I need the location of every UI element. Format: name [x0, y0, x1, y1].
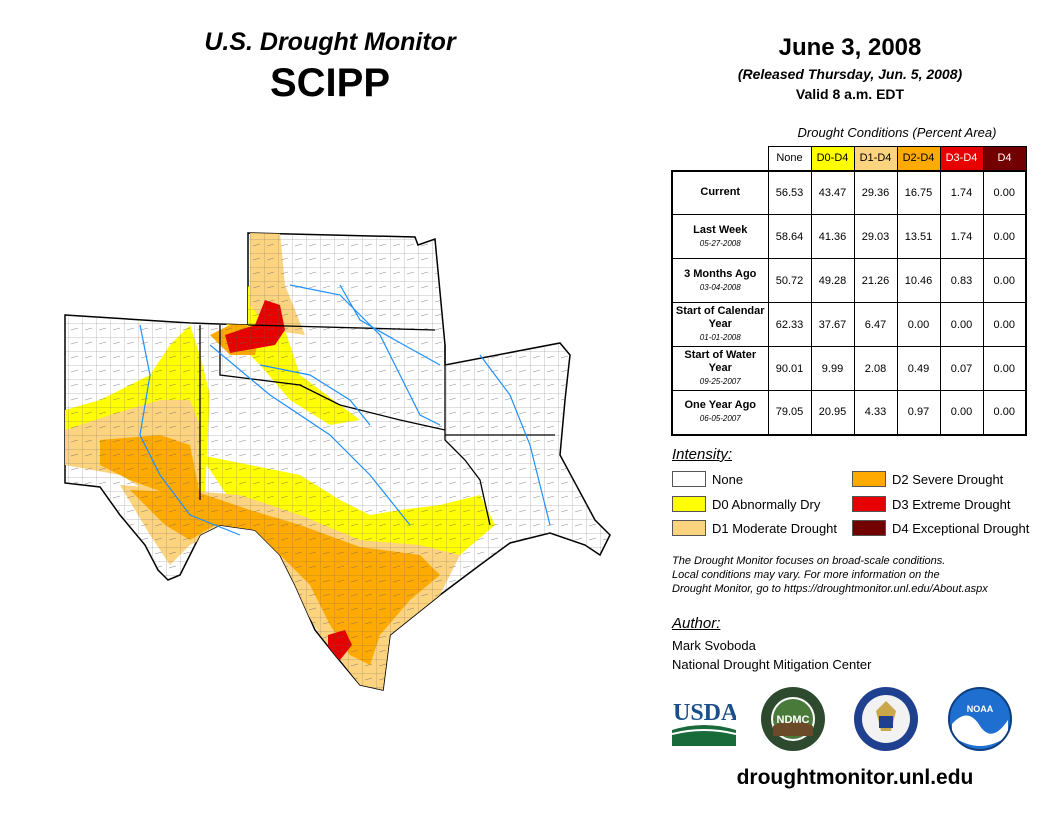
table-cell: 49.28 — [810, 258, 855, 303]
table-cell: 0.00 — [982, 346, 1027, 391]
rivers — [139, 284, 551, 536]
ark-la-border — [444, 345, 491, 526]
col-none: None — [767, 146, 812, 171]
table-cell: 0.07 — [939, 346, 984, 391]
legend-item-none: None — [672, 471, 743, 487]
table-cell: 1.74 — [939, 170, 984, 215]
legend-swatch — [852, 496, 886, 512]
author-name: Mark Svoboda — [672, 638, 756, 653]
table-cell: 13.51 — [896, 214, 941, 259]
footer-url[interactable]: droughtmonitor.unl.edu — [736, 766, 974, 789]
table-cell: 0.00 — [982, 170, 1027, 215]
author-title: Author: — [672, 615, 721, 632]
table-cell: 6.47 — [853, 302, 898, 347]
table-row: Last Week 05-27-2008 58.64 41.36 29.03 13… — [671, 214, 1027, 259]
table-cell: 90.01 — [767, 346, 812, 391]
disclaimer-note: The Drought Monitor focuses on broad-sca… — [672, 555, 988, 595]
region-title: SCIPP — [269, 61, 391, 105]
table-cell: 0.00 — [939, 302, 984, 347]
table-cell: 41.36 — [810, 214, 855, 259]
ndmc-logo: NDMC — [760, 686, 826, 752]
usda-logo: USDA — [671, 690, 739, 748]
table-caption: Drought Conditions (Percent Area) — [797, 125, 997, 140]
table-cell: 50.72 — [767, 258, 812, 303]
noaa-logo: NOAA — [948, 686, 1012, 752]
row-label: Current — [671, 170, 769, 215]
legend-swatch — [672, 471, 706, 487]
drought-map — [40, 225, 660, 700]
table-cell: 2.08 — [853, 346, 898, 391]
row-label: One Year Ago 06-05-2007 — [671, 390, 769, 435]
map-title: U.S. Drought Monitor — [204, 28, 456, 56]
valid-time: Valid 8 a.m. EDT — [795, 86, 905, 102]
table-row: Start of Water Year 09-25-2007 90.01 9.99… — [671, 346, 1027, 391]
legend-item-d0: D0 Abnormally Dry — [672, 496, 820, 512]
table-row: Current 56.53 43.47 29.36 16.75 1.74 0.0… — [671, 170, 1027, 215]
col-d1-d4: D1-D4 — [853, 146, 898, 171]
state-borders — [199, 324, 555, 526]
usda-logo-text: USDA — [673, 700, 736, 726]
legend-title: Intensity: — [672, 446, 733, 463]
table-cell: 0.00 — [982, 302, 1027, 347]
table-cell: 21.26 — [853, 258, 898, 303]
col-d0-d4: D0-D4 — [810, 146, 855, 171]
col-d4: D4 — [982, 146, 1027, 171]
legend-item-d2: D2 Severe Drought — [852, 471, 1003, 487]
legend-swatch — [672, 496, 706, 512]
table-cell: 43.47 — [810, 170, 855, 215]
legend-swatch — [672, 520, 706, 536]
row-label: Start of Water Year 09-25-2007 — [671, 346, 769, 391]
table-cell: 62.33 — [767, 302, 812, 347]
col-d2-d4: D2-D4 — [896, 146, 941, 171]
legend-item-d3: D3 Extreme Drought — [852, 496, 1011, 512]
row-label: 3 Months Ago 03-04-2008 — [671, 258, 769, 303]
table-cell: 56.53 — [767, 170, 812, 215]
county-lines — [65, 233, 610, 690]
drought-map-svg — [64, 232, 611, 691]
col-d3-d4: D3-D4 — [939, 146, 984, 171]
table-cell: 0.00 — [982, 214, 1027, 259]
legend-item-d1: D1 Moderate Drought — [672, 520, 837, 536]
legend-swatch — [852, 471, 886, 487]
row-label: Last Week 05-27-2008 — [671, 214, 769, 259]
release-date: (Released Thursday, Jun. 5, 2008) — [737, 66, 963, 82]
table-cell: 29.36 — [853, 170, 898, 215]
table-cell: 0.00 — [939, 390, 984, 435]
table-cell: 0.00 — [896, 302, 941, 347]
commerce-seal — [853, 686, 919, 752]
date-block: June 3, 2008 (Released Thursday, Jun. 5,… — [680, 34, 1020, 102]
table-cell: 10.46 — [896, 258, 941, 303]
table-cell: 37.67 — [810, 302, 855, 347]
table-cell: 16.75 — [896, 170, 941, 215]
ks-ok-border — [247, 324, 436, 331]
table-cell: 4.33 — [853, 390, 898, 435]
svg-text:NDMC: NDMC — [777, 714, 810, 726]
table-cell: 20.95 — [810, 390, 855, 435]
table-cell: 0.83 — [939, 258, 984, 303]
table-cell: 79.05 — [767, 390, 812, 435]
table-cell: 1.74 — [939, 214, 984, 259]
ok-tx-border — [219, 325, 446, 431]
row-label: Start of Calendar Year 01-01-2008 — [671, 302, 769, 347]
svg-text:NOAA: NOAA — [967, 704, 994, 714]
legend-swatch — [852, 520, 886, 536]
table-cell: 0.49 — [896, 346, 941, 391]
map-date: June 3, 2008 — [778, 34, 922, 61]
author-org: National Drought Mitigation Center — [672, 657, 872, 672]
table-cell: 0.97 — [896, 390, 941, 435]
title-block: U.S. Drought Monitor SCIPP — [150, 28, 510, 106]
table-cell: 0.00 — [982, 390, 1027, 435]
legend-item-d4: D4 Exceptional Drought — [852, 520, 1029, 536]
table-row: Start of Calendar Year 01-01-2008 62.33 3… — [671, 302, 1027, 347]
table-cell: 0.00 — [982, 258, 1027, 303]
table-cell: 9.99 — [810, 346, 855, 391]
table-cell: 58.64 — [767, 214, 812, 259]
drought-stats-table: None D0-D4 D1-D4 D2-D4 D3-D4 D4 Current … — [671, 146, 1027, 436]
table-row: One Year Ago 06-05-2007 79.05 20.95 4.33 … — [671, 390, 1027, 435]
table-cell: 29.03 — [853, 214, 898, 259]
table-row: 3 Months Ago 03-04-2008 50.72 49.28 21.26… — [671, 258, 1027, 303]
